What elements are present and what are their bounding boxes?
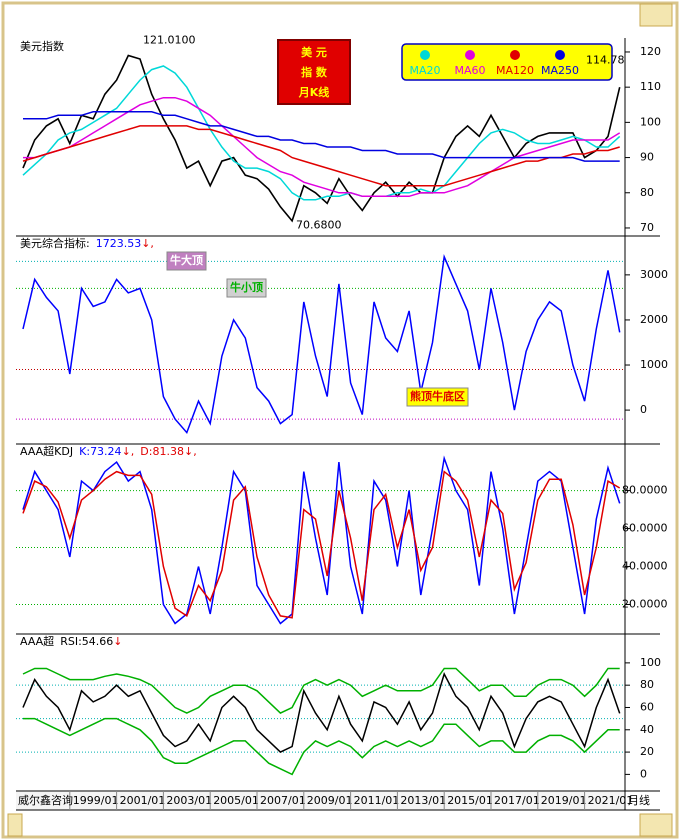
y-tick-label: 80.0000 [622, 484, 668, 497]
panel-title: AAA超KDJ [20, 444, 73, 458]
x-tick-label: 2009/01 [307, 794, 353, 807]
series-line [22, 455, 621, 625]
corner [639, 3, 673, 27]
source: 威尔鑫咨询 [18, 793, 73, 807]
badge-text: 月K线 [298, 85, 330, 99]
y-tick-label: 60.0000 [622, 522, 668, 535]
header-trend: ↓, [141, 237, 154, 250]
corner [7, 813, 23, 837]
header-trend: ↓, [184, 445, 197, 458]
series-line [22, 125, 620, 187]
series-line [23, 717, 620, 776]
y-tick-label: 0 [640, 403, 647, 416]
panel-title: 美元指数 [20, 39, 64, 53]
note-box [166, 251, 207, 271]
header-separator: : [149, 445, 153, 458]
x-axis-strip [16, 792, 624, 810]
series-line [23, 96, 621, 198]
annotation: 114.78 [586, 53, 625, 66]
legend-dot [510, 50, 520, 60]
header-value: 54.66 [82, 635, 114, 648]
x-tick-label: 2005/01 [213, 794, 259, 807]
x-tick-label: 2011/01 [354, 794, 400, 807]
x-tick-label: 1999/01 [73, 794, 119, 807]
legend-dot [420, 50, 430, 60]
legend-label: MA20 [409, 64, 440, 77]
y-tick-label: 120 [640, 45, 661, 58]
y-tick-label: 20 [640, 745, 654, 758]
series-line [23, 111, 620, 162]
y-tick-label: 70 [640, 221, 654, 234]
header-name: K [79, 445, 87, 458]
header-separator: : [78, 635, 82, 648]
header-value: 81.38 [152, 445, 184, 458]
legend-label: MA60 [454, 64, 485, 77]
y-tick-label: 20.0000 [622, 598, 668, 611]
header-separator: : [86, 445, 90, 458]
note: 牛大顶 [170, 253, 203, 267]
y-tick-label: 1000 [640, 358, 668, 371]
y-tick-label: 110 [640, 80, 661, 93]
corner [639, 813, 673, 837]
x-tick-label: 2017/01 [494, 794, 540, 807]
y-tick-label: 40.0000 [622, 560, 668, 573]
y-tick-label: 80 [640, 186, 654, 199]
series-line [22, 667, 620, 715]
note-box [406, 387, 469, 407]
y-tick-label: 100 [640, 656, 661, 669]
badge-box [277, 39, 351, 105]
x-tick-label: 2007/01 [260, 794, 306, 807]
annotation: 121.0100 [143, 33, 196, 46]
y-tick-label: 100 [640, 115, 661, 128]
y-tick-label: 3000 [640, 268, 668, 281]
annotation: 70.6800 [296, 219, 342, 232]
legend-label: MA120 [496, 64, 534, 77]
y-tick-label: 40 [640, 723, 654, 736]
x-tick-label: 2019/01 [541, 794, 587, 807]
badge-text: 指 数 [301, 65, 328, 79]
series-line [22, 254, 621, 435]
header-trend: ↓, [122, 445, 135, 458]
series-line [22, 672, 621, 754]
y-tick-label: 60 [640, 700, 654, 713]
header-value: 1723.53 [96, 237, 142, 250]
legend-label: MA250 [541, 64, 579, 77]
y-tick-label: 0 [640, 767, 647, 780]
x-tick-label: 2001/01 [120, 794, 166, 807]
period: 月线 [628, 793, 650, 807]
x-tick-label: 2021/01 [588, 794, 634, 807]
note: 牛小顶 [230, 280, 263, 294]
series-line [22, 65, 621, 201]
note: 熊顶牛底区 [410, 389, 465, 403]
x-tick-label: 2015/01 [447, 794, 493, 807]
header-name: RSI [60, 635, 78, 648]
header-trend: ↓ [113, 635, 122, 648]
panel-title: AAA超 [20, 634, 54, 648]
legend-dot [555, 50, 565, 60]
x-tick-label: 2013/01 [400, 794, 446, 807]
y-tick-label: 2000 [640, 313, 668, 326]
y-tick-label: 80 [640, 678, 654, 691]
header-name: D [140, 445, 148, 458]
panel-title: 美元综合指标: [20, 236, 90, 250]
series-line [22, 470, 621, 619]
x-tick-label: 2003/01 [166, 794, 212, 807]
y-tick-label: 90 [640, 151, 654, 164]
legend-dot [465, 50, 475, 60]
note-box [226, 278, 267, 298]
badge-text: 美 元 [301, 45, 327, 59]
header-value: 73.24 [90, 445, 122, 458]
